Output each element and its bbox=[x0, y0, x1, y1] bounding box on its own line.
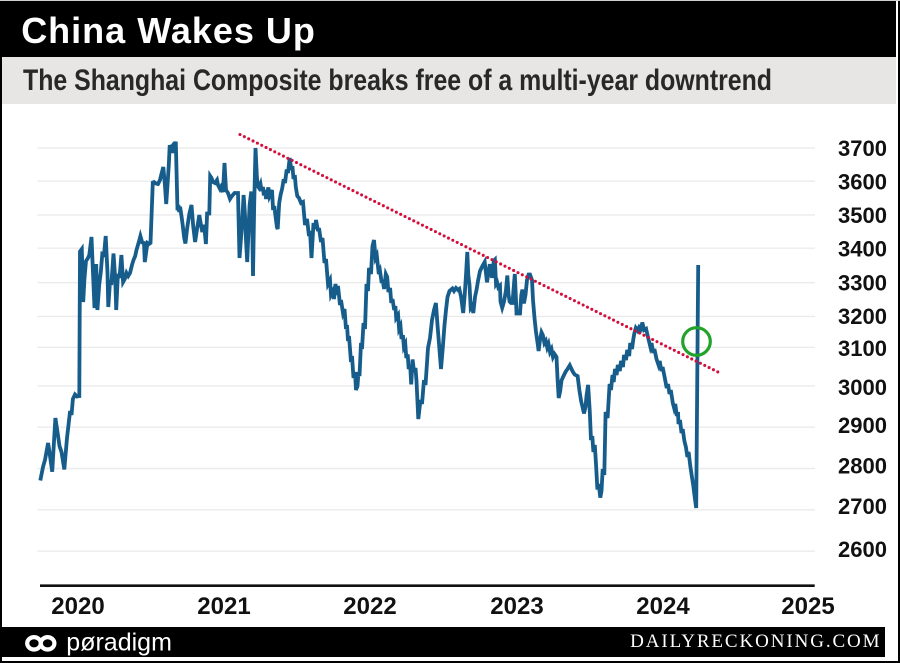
svg-text:3100: 3100 bbox=[838, 336, 887, 361]
svg-text:3700: 3700 bbox=[838, 136, 887, 161]
svg-text:3400: 3400 bbox=[838, 237, 887, 262]
svg-text:3000: 3000 bbox=[838, 375, 887, 400]
svg-text:2024: 2024 bbox=[636, 593, 690, 620]
svg-text:3300: 3300 bbox=[838, 271, 887, 296]
svg-text:2900: 2900 bbox=[838, 413, 887, 438]
svg-text:2021: 2021 bbox=[197, 593, 250, 620]
svg-text:2023: 2023 bbox=[490, 593, 543, 620]
svg-text:2020: 2020 bbox=[51, 593, 104, 620]
svg-text:2600: 2600 bbox=[838, 537, 887, 562]
svg-text:2022: 2022 bbox=[343, 593, 396, 620]
svg-text:2800: 2800 bbox=[838, 454, 887, 479]
svg-text:3600: 3600 bbox=[838, 170, 887, 195]
svg-text:3500: 3500 bbox=[838, 203, 887, 228]
svg-text:3200: 3200 bbox=[838, 304, 887, 329]
svg-text:2025: 2025 bbox=[781, 593, 834, 620]
svg-text:pøradigm: pøradigm bbox=[66, 628, 172, 656]
svg-text:2700: 2700 bbox=[838, 494, 887, 519]
